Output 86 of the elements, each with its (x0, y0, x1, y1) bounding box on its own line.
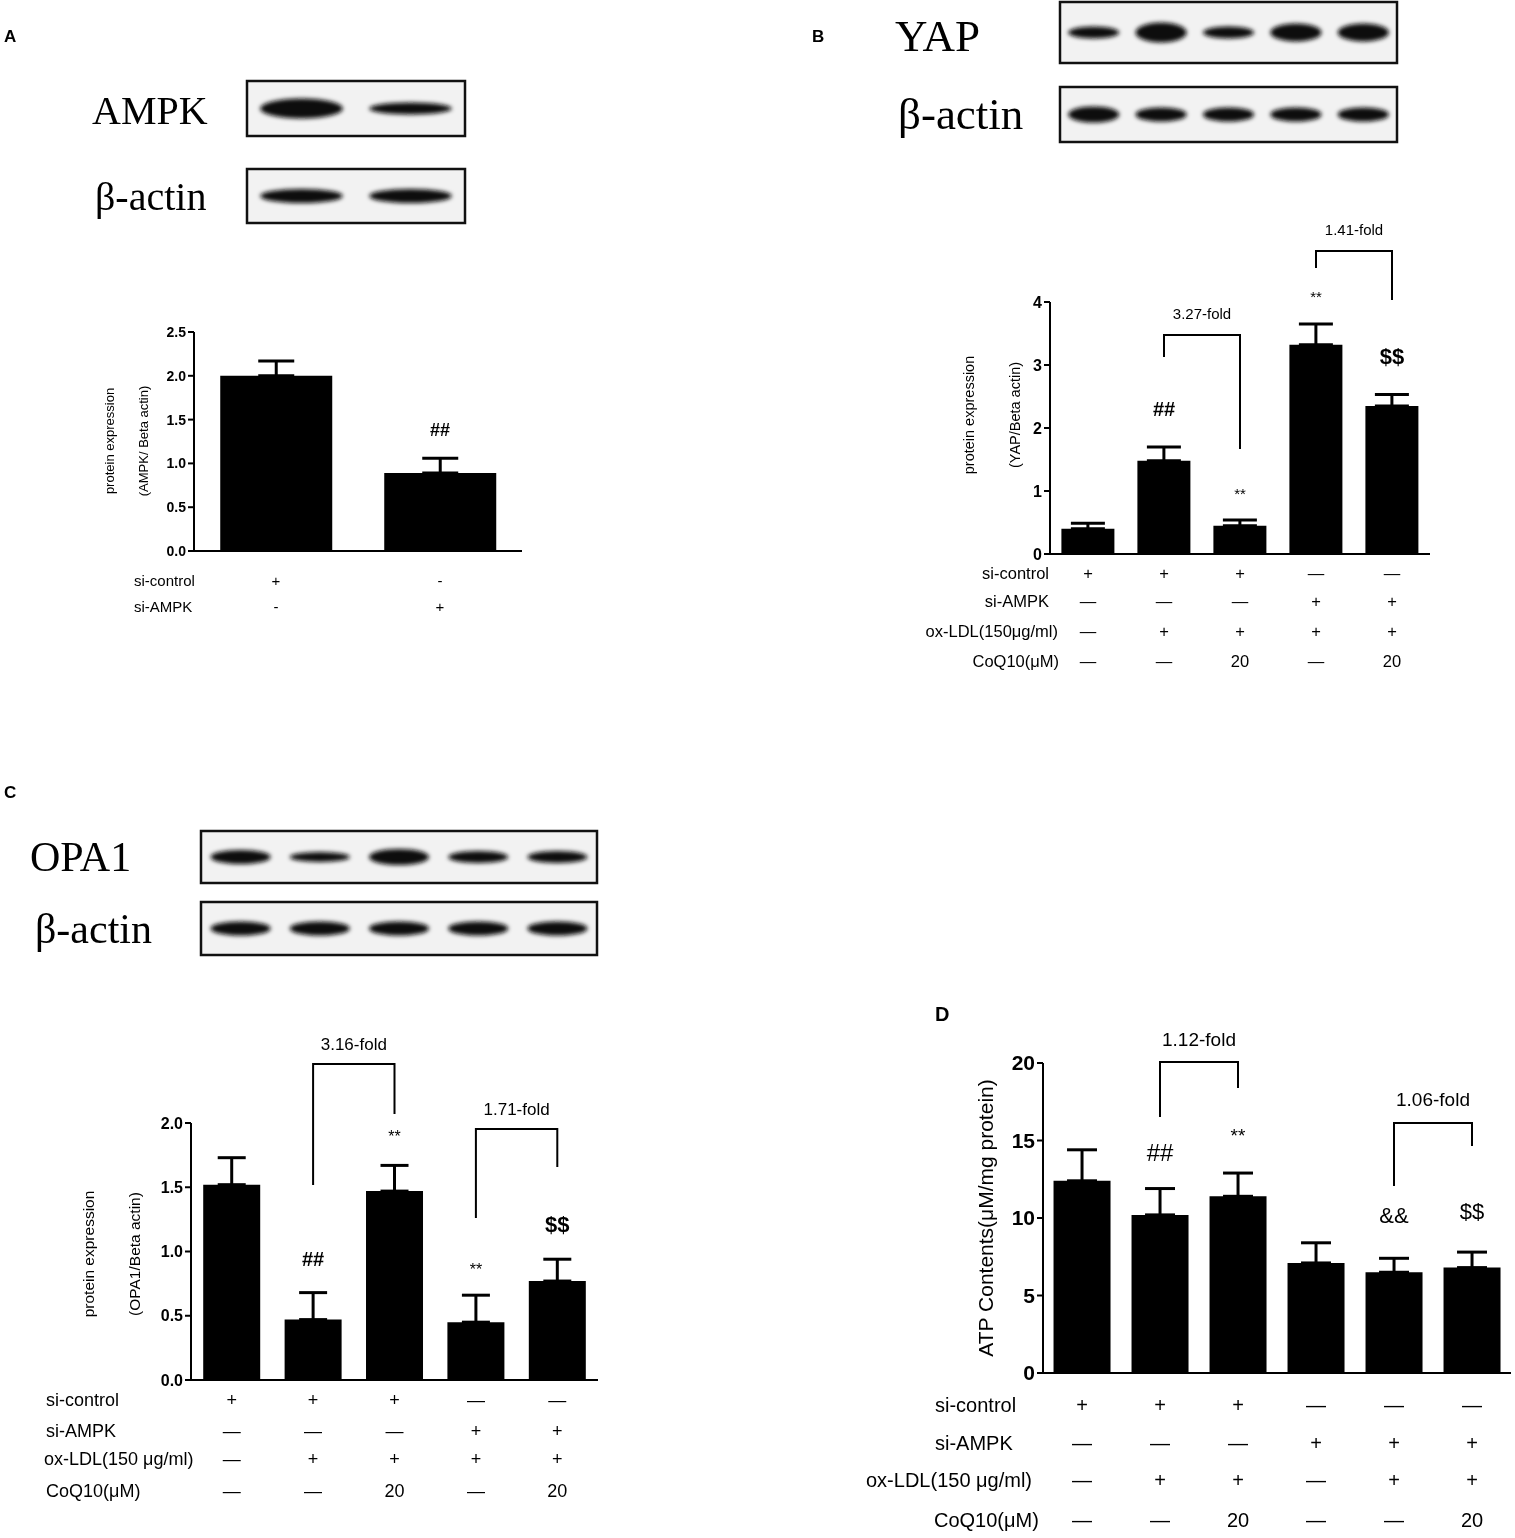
text: 1.41-fold (1324, 221, 1384, 239)
annotation: 1.06-fold (1396, 1088, 1470, 1110)
x-tick-label: + — + 20 (384, 1390, 405, 1502)
y-tick-label: 0.0 (166, 542, 187, 559)
annotation: ## (429, 420, 451, 441)
annotation: ** (1230, 1125, 1246, 1147)
y-tick-label: 1.5 (160, 1178, 184, 1196)
text: si-control (982, 563, 1049, 582)
y-tick-label: 0 (1033, 545, 1043, 563)
text: CoQ10(μM) (46, 1481, 141, 1502)
text: si-AMPK (935, 1432, 1014, 1454)
text: protein expression (YAP/Beta actin) (961, 355, 1024, 475)
annotation: ** (388, 1128, 401, 1146)
text: ox-LDL(150 μg/ml) (866, 1469, 1033, 1491)
y-tick-label: 1.5 (166, 411, 187, 428)
x-tick-label: — + — — (1306, 1394, 1326, 1531)
text: YAP (895, 10, 981, 61)
text: si-AMPK (984, 591, 1049, 610)
text: B (812, 27, 825, 46)
text: β-actin (35, 905, 152, 952)
annotation: ## (301, 1247, 325, 1270)
y-tick-label: 0 (1023, 1361, 1035, 1385)
x-tick-label: + — — — (1072, 1394, 1092, 1531)
x-tick-label: — + + — (1307, 563, 1325, 670)
x-tick-label: + — + 20 (1226, 1394, 1250, 1531)
x-tick-label: + - (271, 572, 281, 616)
annotation: $$ (545, 1212, 570, 1238)
y-tick-label: 1.0 (160, 1243, 184, 1261)
annotation: ## (1152, 397, 1176, 420)
text: CoQ10(μM) (972, 651, 1059, 670)
text: C (4, 783, 17, 802)
text: 1.71-fold (483, 1099, 550, 1119)
annotation: ** (469, 1261, 483, 1279)
y-tick-label: 2.0 (160, 1114, 184, 1132)
text: AMPK (92, 88, 208, 133)
text: si-AMPK (134, 598, 193, 616)
y-tick-label: 3 (1033, 356, 1043, 374)
text: si-control (134, 572, 195, 590)
text: ox-LDL(150 μg/ml) (44, 1449, 194, 1470)
x-tick-label: + — + — (1150, 1394, 1170, 1531)
annotation: ## (1146, 1138, 1174, 1166)
y-axis-title: ATP Contents(μM/mg protein) (974, 1079, 998, 1357)
y-tick-label: 2 (1033, 419, 1043, 437)
y-tick-label: 2.5 (166, 323, 187, 340)
text: OPA1 (30, 833, 132, 880)
x-tick-label: — + + — (466, 1390, 485, 1502)
x-tick-label: + — + — (1155, 563, 1173, 670)
y-tick-label: 0.5 (160, 1307, 184, 1325)
y-tick-label: 4 (1033, 293, 1043, 311)
text: si-control (935, 1394, 1017, 1416)
x-tick-label: + — + 20 (1230, 563, 1250, 670)
text: ox-LDL(150μg/ml) (925, 621, 1058, 640)
text: protein expression (OPA1/Beta actin) (80, 1190, 144, 1318)
y-tick-label: 0.5 (166, 499, 187, 516)
y-tick-label: 2.0 (166, 367, 187, 384)
text: CoQ10(μM) (934, 1509, 1039, 1531)
text: si-control (46, 1390, 120, 1411)
annotation: ** (1234, 484, 1246, 502)
x-tick-label: — + + 20 (1382, 563, 1402, 670)
annotation: $$ (1459, 1199, 1485, 1225)
annotation: $$ (1379, 343, 1405, 369)
y-tick-label: 15 (1011, 1128, 1036, 1152)
text: protein expression (AMPK/ Beta actin) (101, 385, 151, 497)
text: D (935, 1003, 950, 1025)
x-tick-label: - + (435, 572, 445, 616)
x-tick-label: — + + 20 (547, 1390, 568, 1502)
x-tick-label: + — + — (304, 1390, 323, 1502)
y-tick-label: 0.0 (160, 1371, 184, 1389)
x-tick-label: + — — — (1079, 563, 1097, 670)
annotation: && (1379, 1203, 1409, 1229)
text: β-actin (95, 174, 207, 219)
y-tick-label: 5 (1023, 1283, 1036, 1307)
text: 1.12-fold (1162, 1028, 1236, 1050)
text: si-AMPK (46, 1421, 117, 1442)
text: β-actin (898, 88, 1024, 139)
annotation: 3.27-fold (1172, 305, 1232, 323)
text: A (4, 27, 17, 46)
y-tick-label: 10 (1011, 1206, 1035, 1230)
x-tick-label: — + + — (1384, 1394, 1404, 1531)
x-tick-label: + — — — (222, 1390, 241, 1502)
y-tick-label: 1.0 (166, 455, 187, 472)
x-tick-label: — + + 20 (1460, 1394, 1484, 1531)
text: 3.16-fold (320, 1034, 387, 1054)
y-tick-label: 20 (1011, 1051, 1035, 1075)
annotation: ** (1310, 288, 1322, 306)
y-tick-label: 1 (1033, 482, 1043, 500)
